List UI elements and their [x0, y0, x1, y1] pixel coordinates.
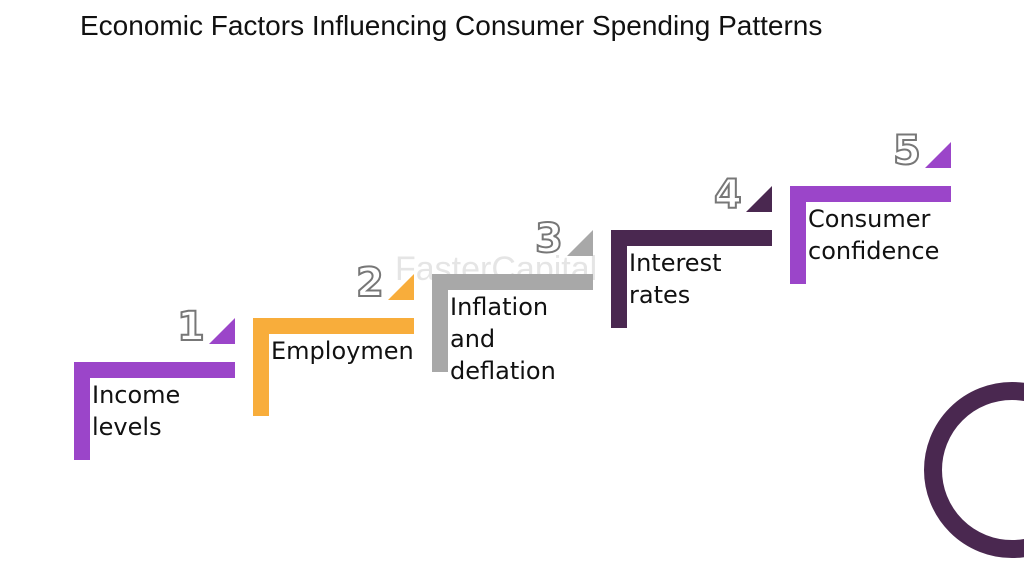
- step-triangle: [567, 230, 593, 256]
- step-label: Inflation and deflation: [450, 293, 556, 385]
- step-bar: [611, 230, 772, 246]
- step-post: [74, 362, 90, 460]
- step-post: [253, 318, 269, 416]
- title: Economic Factors Influencing Consumer Sp…: [80, 10, 823, 41]
- step-number: 4: [713, 171, 743, 219]
- step-triangle: [388, 274, 414, 300]
- step-label: Employment: [271, 337, 412, 365]
- step-number: 5: [892, 127, 922, 175]
- step-bar: [432, 274, 593, 290]
- step-number: 2: [355, 259, 385, 307]
- step-triangle: [209, 318, 235, 344]
- step-number: 1: [176, 303, 206, 351]
- step-label: Interest rates: [629, 249, 722, 309]
- step-post: [790, 186, 806, 284]
- step-bar: [74, 362, 235, 378]
- step-bar: [253, 318, 414, 334]
- step-triangle: [746, 186, 772, 212]
- step-post: [611, 230, 627, 328]
- step-label: Income levels: [92, 381, 181, 441]
- step-number: 3: [534, 215, 564, 263]
- step-bar: [790, 186, 951, 202]
- step-post: [432, 274, 448, 372]
- step-triangle: [925, 142, 951, 168]
- decor-circle: [924, 382, 1024, 558]
- step-label: Consumer confidence: [808, 205, 940, 265]
